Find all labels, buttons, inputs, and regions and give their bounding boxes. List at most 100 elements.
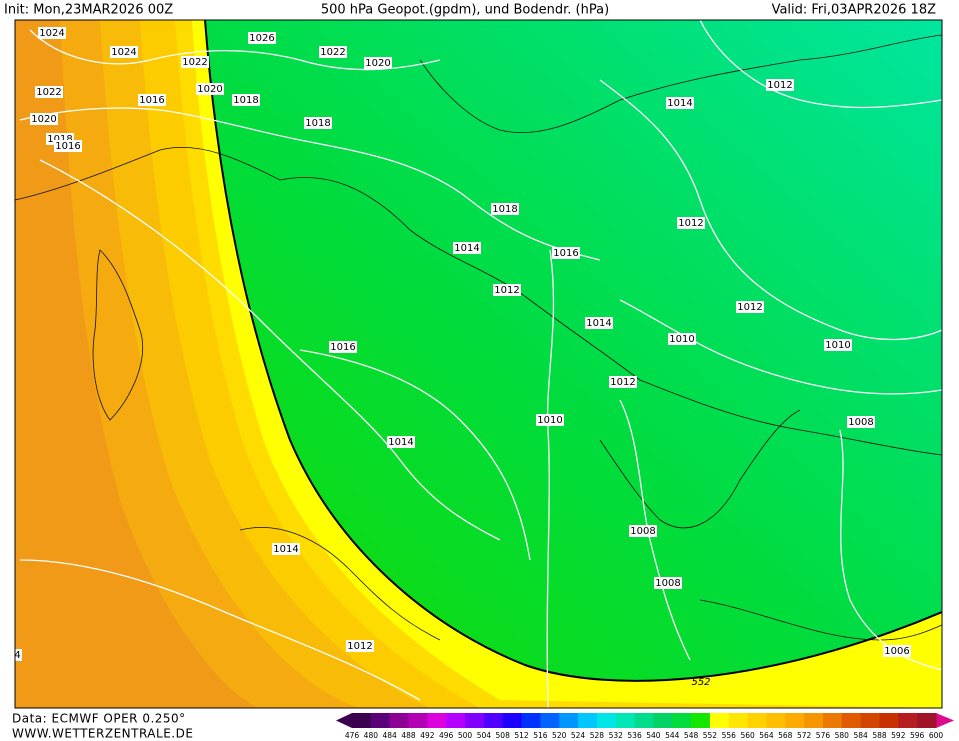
scale-swatch [615,713,636,728]
isobar-label: 1018 [492,204,517,215]
isobar-label-box [54,140,82,152]
isobar-label-box [666,97,694,109]
scale-label: 560 [740,731,755,740]
isobar-label: 1016 [55,141,80,152]
isobar-label-box [493,284,521,296]
scale-label: 540 [646,731,661,740]
isobar-label-box [364,57,392,69]
isobar-label-box [232,94,260,106]
isobar-label: 1008 [630,526,655,537]
isobar-label-box [736,301,764,313]
isobar-label: 1014 [586,318,611,329]
isobar-label-box [629,525,657,537]
scale-label: 576 [816,731,831,740]
scale-swatch [917,713,937,728]
scale-label: 596 [910,731,925,740]
isobar-label: 1026 [249,33,274,44]
isobar-label-box [453,242,481,254]
scale-label: 528 [590,731,605,740]
scale-swatch [785,713,805,728]
scale-swatch [352,713,372,728]
scale-label: 532 [609,731,624,740]
scale-swatch [389,713,410,728]
scale-swatch [408,713,428,728]
scale-label: 476 [345,731,360,740]
scale-label: 580 [835,731,850,740]
scale-label: 480 [364,731,379,740]
scale-swatch [446,713,466,728]
isobar-label: 1020 [197,84,222,95]
isobar-label-box [654,577,682,589]
isobar-label: 1010 [537,415,562,426]
map-title: 500 hPa Geopot.(gpdm), und Bodendr. (hPa… [321,3,609,18]
scale-label: 552 [703,731,718,740]
scale-label: 584 [853,731,868,740]
scale-swatch [672,713,692,728]
isobar-label: 1014 [273,544,298,555]
scale-label: 556 [722,731,737,740]
scale-label: 544 [665,731,680,740]
isobar-label-box [30,113,58,125]
isobar-label: 1006 [884,646,909,657]
scale-swatch [709,713,730,728]
scale-swatch [634,713,654,728]
scale-label: 592 [891,731,906,740]
isobar-label: 1014 [454,243,479,254]
isobar-label: 1010 [669,334,694,345]
isobar-label: 1016 [139,95,164,106]
scale-label: 588 [872,731,887,740]
isobar-label: 1014 [0,650,21,661]
scale-label: 500 [458,731,473,740]
isobar-label-box [677,217,705,229]
isobar-label: 1024 [39,28,64,39]
isobar-label: 1012 [767,80,792,91]
scale-swatch [747,713,767,728]
isobar-label: 1024 [111,47,136,58]
scale-label: 568 [778,731,793,740]
isobar-label: 1022 [182,57,207,68]
scale-label: 600 [929,731,944,740]
isobar-label-box [304,117,332,129]
isobar-label-box [319,46,347,58]
isobar-label: 1018 [47,134,72,145]
isobar-label: 1012 [347,641,372,652]
scale-swatch [766,713,786,728]
scale-swatch [691,713,711,728]
isobar-label-box [272,543,300,555]
contour-label: 552 [691,677,710,688]
scale-label: 512 [514,731,529,740]
scale-swatch [521,713,541,728]
scale-swatch [822,713,843,728]
scale-swatch [804,713,824,728]
isobar-label: 1022 [320,47,345,58]
isobar-label-box [387,436,415,448]
scale-label: 492 [420,731,435,740]
scale-swatch [483,713,504,728]
scale-label: 508 [496,731,511,740]
scale-label: 504 [477,731,492,740]
isobar-label-box [181,56,209,68]
isobar-label-box [196,83,224,95]
scale-swatch [898,713,918,728]
scale-swatch [370,713,391,728]
scale-swatch [653,713,673,728]
scale-label: 496 [439,731,454,740]
scale-swatch [596,713,617,728]
isobar-label: 1018 [305,118,330,129]
isobar-label-box [248,32,276,44]
isobar-label: 1020 [365,58,390,69]
isobar-label-box [552,247,580,259]
map-frame [14,19,943,709]
scale-label: 516 [533,731,548,740]
scale-label: 520 [552,731,567,740]
scale-label: 536 [627,731,642,740]
scale-swatch [728,713,749,728]
contour-552 [204,20,942,682]
scale-label: 572 [797,731,812,740]
init-time: Init: Mon,23MAR2026 00Z [4,3,173,18]
isobar-label-box [329,341,357,353]
scale-swatch [559,713,579,728]
